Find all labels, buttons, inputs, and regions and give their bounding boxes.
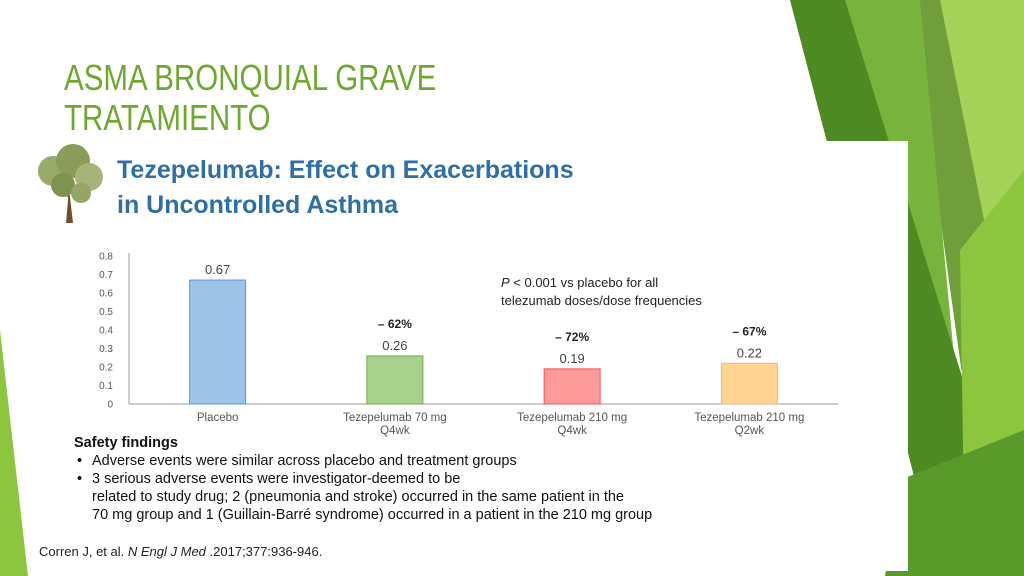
p-value-note-line-2: telezumab doses/dose frequencies bbox=[501, 293, 702, 308]
bar bbox=[189, 279, 247, 405]
y-tick-label: 0.8 bbox=[99, 252, 113, 263]
tree-foliage bbox=[71, 183, 91, 203]
category-label: Placebo bbox=[197, 412, 239, 424]
y-tick-label: 0.3 bbox=[99, 344, 113, 355]
y-tick-label: 0.5 bbox=[99, 307, 113, 318]
safety-findings: Safety findings Adverse events were simi… bbox=[74, 434, 652, 524]
category-label: Tezepelumab 70 mg bbox=[343, 412, 447, 424]
safety-bullet-line: related to study drug; 2 (pneumonia and … bbox=[92, 489, 624, 505]
bar bbox=[366, 355, 424, 405]
green-stripe-bottom bbox=[885, 430, 1024, 576]
data-label: 0.26 bbox=[382, 338, 407, 353]
y-tick-label: 0.1 bbox=[99, 381, 113, 392]
p-value-note: P < 0.001 vs placebo for all telezumab d… bbox=[501, 274, 702, 310]
y-tick-label: 0.4 bbox=[99, 326, 113, 337]
bar bbox=[543, 368, 601, 405]
tree-foliage bbox=[51, 173, 75, 197]
exacerbation-bar-chart: 0 0.1 0.2 0.3 0.4 0.5 0.6 0.7 0.8 0.67 Placebo 0.26… bbox=[99, 252, 838, 437]
chart-title-line-1: Tezepelumab: Effect on Exacerbations bbox=[117, 156, 574, 184]
content-panel: Tezepelumab: Effect on Exacerbations in … bbox=[33, 141, 908, 571]
safety-list: Adverse events were similar across place… bbox=[74, 452, 652, 524]
citation: Corren J, et al. N Engl J Med .2017;377:… bbox=[39, 544, 322, 560]
chart-title-line-2: in Uncontrolled Asthma bbox=[117, 191, 399, 219]
safety-bullet: 3 serious adverse events were investigat… bbox=[74, 470, 652, 524]
reduction-label: – 67% bbox=[732, 324, 766, 338]
citation-authors: Corren J, et al. bbox=[39, 544, 128, 559]
tree-trunk bbox=[66, 189, 73, 223]
slide-title: ASMA BRONQUIAL GRAVE TRATAMIENTO bbox=[64, 58, 436, 138]
data-label: 0.19 bbox=[559, 351, 584, 366]
safety-bullet-line: 70 mg group and 1 (Guillain-Barré syndro… bbox=[92, 507, 653, 523]
category-label: Tezepelumab 210 mg bbox=[517, 412, 627, 424]
safety-heading: Safety findings bbox=[74, 435, 178, 451]
slide-title-line-2: TRATAMIENTO bbox=[64, 97, 271, 138]
y-tick-label: 0.2 bbox=[99, 363, 113, 374]
category-label: Q4wk bbox=[380, 425, 410, 437]
chart-title: Tezepelumab: Effect on Exacerbations in … bbox=[117, 153, 574, 223]
y-tick-label: 0.6 bbox=[99, 289, 113, 300]
citation-journal: N Engl J Med bbox=[127, 544, 206, 559]
y-tick-label: 0.7 bbox=[99, 270, 113, 281]
bar bbox=[720, 362, 778, 405]
category-label: Tezepelumab 210 mg bbox=[694, 412, 804, 424]
category-label: Q2wk bbox=[735, 425, 765, 437]
safety-bullet: Adverse events were similar across place… bbox=[74, 452, 652, 470]
safety-bullet-line: Adverse events were similar across place… bbox=[92, 453, 517, 469]
tree-icon bbox=[38, 144, 103, 223]
category-label: Q4wk bbox=[557, 425, 587, 437]
reduction-label: – 62% bbox=[378, 317, 412, 331]
citation-details: .2017;377:936-946. bbox=[205, 544, 323, 559]
reduction-label: – 72% bbox=[555, 330, 589, 344]
green-stripe-left bbox=[0, 330, 28, 576]
p-symbol: P bbox=[501, 275, 510, 290]
data-label: 0.67 bbox=[205, 262, 230, 277]
p-value-note-line-1: P < 0.001 vs placebo for all bbox=[501, 274, 702, 292]
data-label: 0.22 bbox=[737, 345, 762, 360]
y-tick-label: 0 bbox=[107, 400, 113, 411]
slide-title-line-1: ASMA BRONQUIAL GRAVE bbox=[64, 57, 437, 98]
safety-bullet-line: 3 serious adverse events were investigat… bbox=[92, 471, 461, 487]
p-value-text: < 0.001 vs placebo for all bbox=[509, 275, 659, 290]
